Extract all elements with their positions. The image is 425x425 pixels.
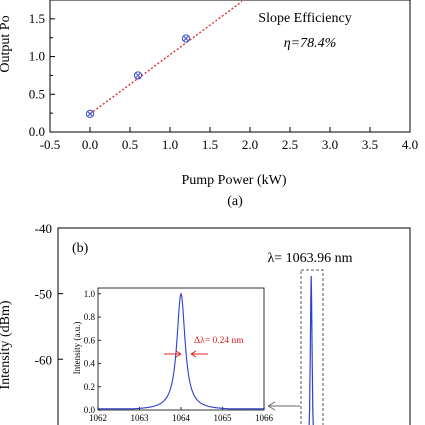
x-tick-label: 4.0 [402,137,418,152]
slope-efficiency-title: Slope Efficiency [258,11,351,26]
arrow-to-inset [267,401,300,411]
inset-x-tick-label: 1063 [131,413,150,423]
panel-b: -40 -50 -60 Intensity (dBm) (b) λ= 1063.96… [0,221,411,425]
x-tick-label: 3.5 [362,137,378,152]
slope-efficiency-value: η=78.4% [284,36,337,51]
spectrum-line [308,275,314,425]
b-y-tick-label: -60 [35,352,52,367]
data-point [85,109,95,118]
x-tick-label: 1.0 [162,137,178,152]
y-tick-label: 1.5 [29,11,45,26]
inset-y-tick-label: 0.8 [84,312,96,322]
inset-chart: 1062 1063 1064 1065 1066 0.0 0.2 0.4 0.6 0.8 1.0 Δ… [72,287,274,423]
b-y-tick-label: -40 [35,221,52,236]
inset-y-tick-label: 1.0 [84,289,96,299]
x-tick-label: 0.5 [122,137,138,152]
data-point [133,71,143,80]
panel-b-ylabel: Intensity (dBm) [0,300,13,389]
panel-b-frame [57,227,411,425]
inset-frame [97,287,265,411]
inset-x-tick-label: 1064 [172,413,191,423]
x-tick-label: 1.5 [202,137,218,152]
x-tick-label: -0.5 [40,137,61,152]
inset-ylabel: Intensity (a.u.) [72,322,82,375]
inset-y-tick-label: 0.2 [84,382,95,392]
panel-a: -0.5 0.0 0.5 1.0 1.5 2.0 2.5 3.0 3.5 4.00.00.51.0… [0,0,418,209]
inset-y-tick-label: 0.6 [84,335,96,345]
panel-a-frame [49,0,411,133]
panel-b-label: (b) [72,241,89,256]
fwhm-label: Δλ= 0.24 nm [194,336,244,346]
y-tick-label: 0.0 [29,124,45,139]
inset-spectrum-line [98,292,264,410]
peak-highlight-box [300,269,324,425]
x-tick-label: 0.0 [82,137,98,152]
inset-x-tick-label: 1066 [255,413,274,423]
x-tick-label: 2.0 [242,137,258,152]
panel-a-ylabel: Output Po [0,15,13,72]
fwhm-arrows [164,350,208,358]
panel-a-xlabel: Pump Power (kW) [182,173,287,188]
y-tick-label: 1.0 [29,49,45,64]
inset-y-tick-label: 0.4 [84,359,96,369]
linear-fit-line [89,0,243,115]
y-tick-label: 0.5 [29,86,45,101]
inset-x-tick-label: 1065 [214,413,233,423]
peak-wavelength-label: λ= 1063.96 nm [267,251,352,266]
panel-a-label: (a) [227,194,243,209]
b-y-tick-label: -50 [35,287,52,302]
inset-y-tick-label: 0.0 [84,405,96,415]
x-tick-label: 2.5 [282,137,298,152]
x-tick-label: 3.0 [322,137,338,152]
data-point [181,34,191,43]
inset-x-tick-label: 1062 [89,413,107,423]
